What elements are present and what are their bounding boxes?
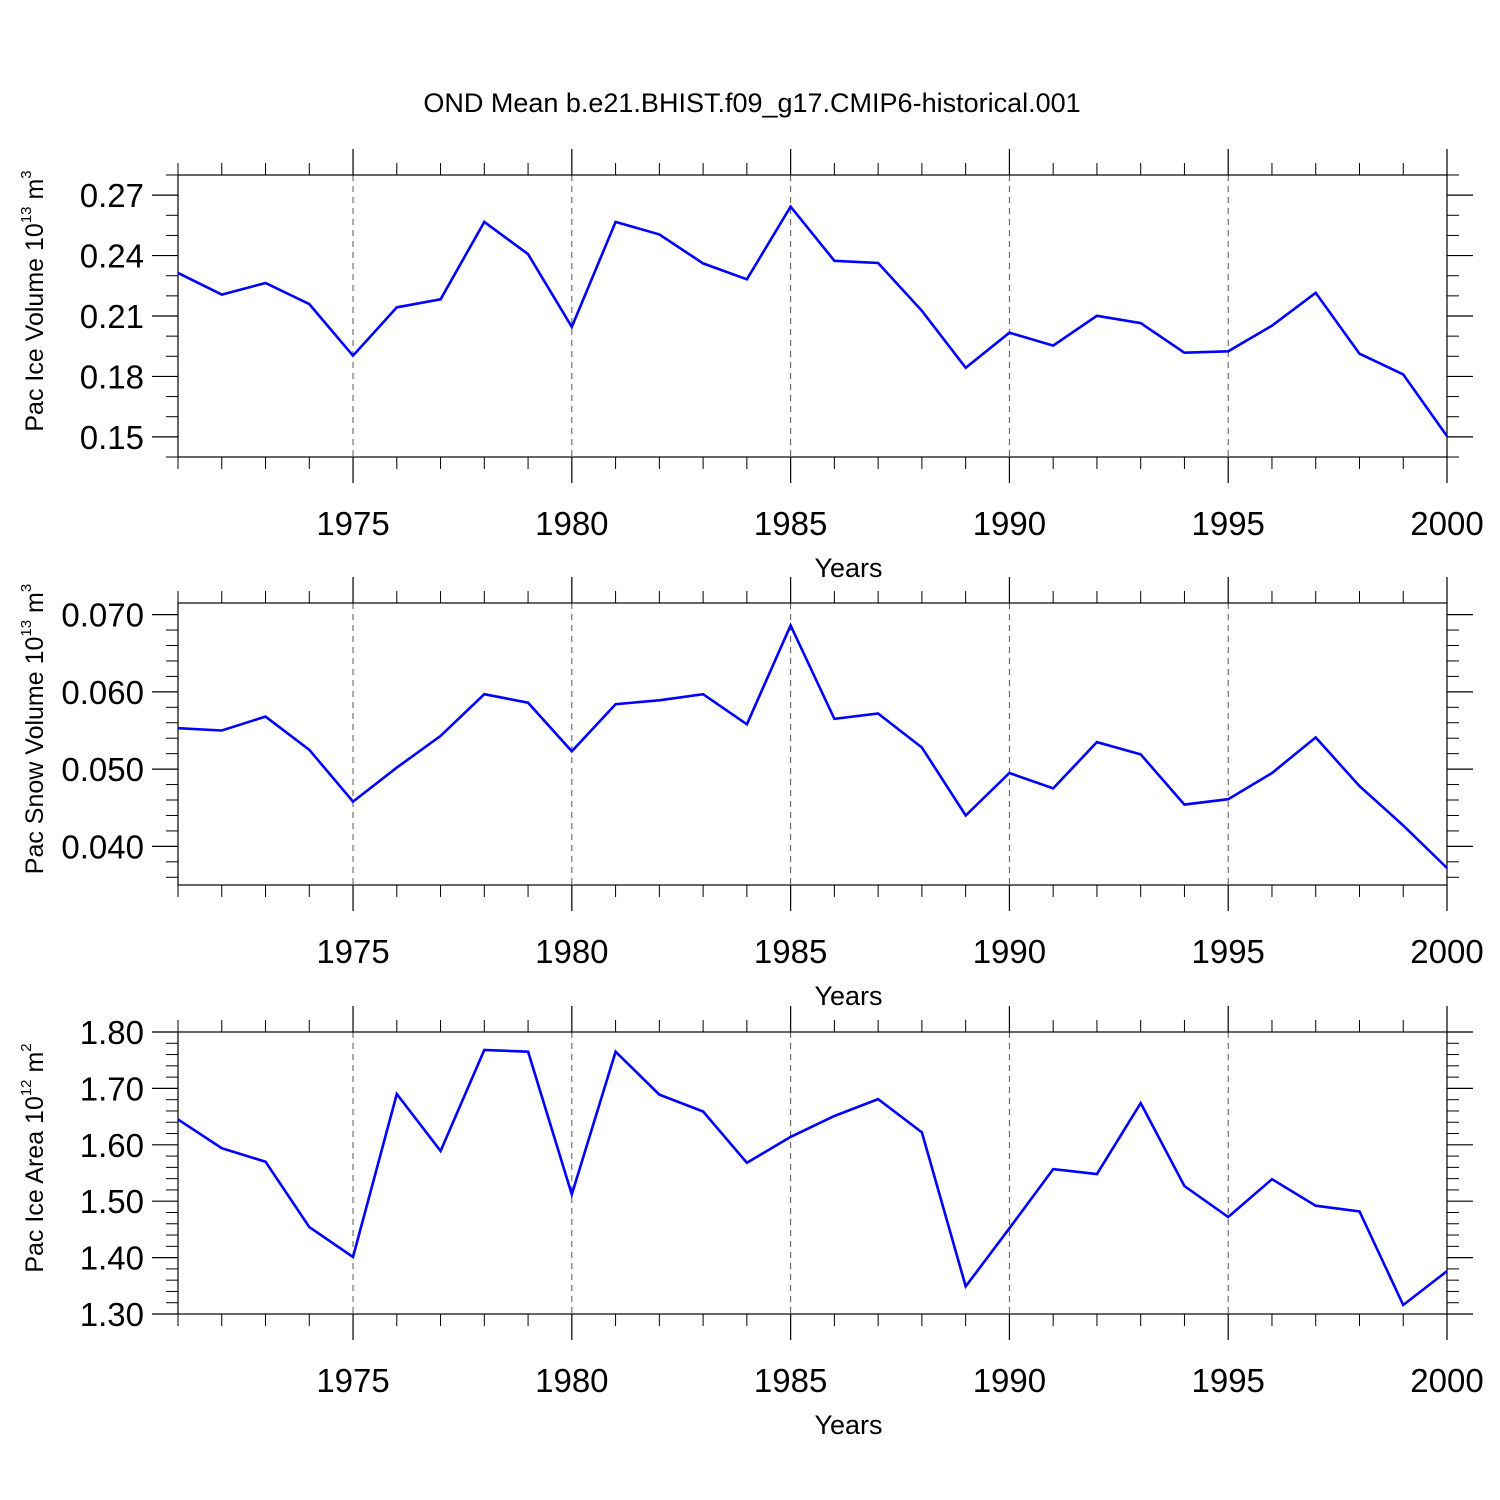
chart-title: OND Mean b.e21.BHIST.f09_g17.CMIP6-histo… — [423, 88, 1080, 118]
y-tick-label: 1.70 — [80, 1070, 144, 1107]
y-tick-label: 1.40 — [80, 1240, 144, 1277]
y-axis-label-ylabel-exp: 13 — [18, 206, 35, 223]
x-tick-label: 1985 — [754, 1362, 827, 1399]
x-tick-label: 2000 — [1410, 505, 1483, 542]
x-tick-label: 1990 — [973, 505, 1046, 542]
y-axis-label-ylabel-unit: m — [21, 1052, 49, 1080]
series-line-1 — [177, 1048, 1448, 1308]
x-axis-label: Years — [814, 553, 882, 583]
x-tick-label: 1975 — [316, 505, 389, 542]
x-tick-label: 2000 — [1410, 933, 1483, 970]
y-tick-label: 0.060 — [61, 674, 144, 711]
y-axis-label-ylabel-unit: m — [21, 592, 49, 620]
panel-3: 1975 1980 1985 1990 1995 2000 1.30 1.40 1.50 1.60… — [18, 1006, 1484, 1440]
y-tick-label: 0.15 — [80, 419, 144, 456]
y-tick-label: 0.21 — [80, 298, 144, 335]
y-axis-label-ylabel-main: Pac Ice Volume 10 — [21, 223, 49, 431]
x-tick-label: 1995 — [1191, 505, 1264, 542]
y-tick-label: 0.27 — [80, 177, 144, 214]
y-tick-label: 0.040 — [61, 828, 144, 865]
x-axis-label: Years — [814, 1410, 882, 1440]
plot-frame — [177, 174, 1448, 458]
x-tick-label: 1985 — [754, 933, 827, 970]
x-tick-label: 1980 — [535, 505, 608, 542]
x-tick-label: 1975 — [316, 933, 389, 970]
y-axis-label-ylabel-unit: m — [21, 179, 49, 207]
y-tick-label: 1.80 — [80, 1014, 144, 1051]
y-axis-label: Pac Snow Volume 1013 m3 — [18, 584, 49, 874]
x-tick-label: 1980 — [535, 1362, 608, 1399]
y-axis-label: Pac Ice Volume 1013 m3 — [18, 170, 49, 431]
panel-1: 1975 1980 1985 1990 1995 2000 0.15 0.18 0.21 0.24… — [18, 149, 1484, 583]
y-tick-label: 1.30 — [80, 1296, 144, 1333]
x-tick-label: 1990 — [973, 1362, 1046, 1399]
y-axis-label-ylabel-main: Pac Ice Area 10 — [21, 1096, 49, 1273]
plot-frame — [177, 1031, 1448, 1315]
x-tick-label: 1990 — [973, 933, 1046, 970]
y-axis-label-ylabel-unit-exp: 3 — [18, 584, 35, 592]
y-axis-label-ylabel-exp: 12 — [18, 1079, 35, 1096]
x-axis-label: Years — [814, 981, 882, 1011]
plot-frame — [177, 602, 1448, 886]
y-axis-label-ylabel-unit-exp: 2 — [18, 1043, 35, 1051]
y-tick-label: 1.60 — [80, 1127, 144, 1164]
x-tick-label: 1995 — [1191, 933, 1264, 970]
series-line-1 — [177, 622, 1448, 869]
y-tick-label: 0.18 — [80, 358, 144, 395]
y-tick-label: 0.24 — [80, 238, 144, 275]
x-tick-label: 1980 — [535, 933, 608, 970]
y-axis-label: Pac Ice Area 1012 m2 — [18, 1043, 49, 1272]
y-tick-label: 0.070 — [61, 597, 144, 634]
y-axis-label-ylabel-unit-exp: 3 — [18, 170, 35, 178]
y-axis-label-ylabel-exp: 13 — [18, 620, 35, 637]
x-tick-label: 1985 — [754, 505, 827, 542]
x-tick-label: 1975 — [316, 1362, 389, 1399]
panel-2: 1975 1980 1985 1990 1995 2000 0.040 0.050 0.060 0… — [18, 577, 1484, 1011]
series-line-1 — [177, 204, 1449, 437]
y-axis-label-ylabel-main: Pac Snow Volume 10 — [21, 637, 49, 875]
x-tick-label: 2000 — [1410, 1362, 1483, 1399]
y-tick-label: 0.050 — [61, 751, 144, 788]
y-tick-label: 1.50 — [80, 1183, 144, 1220]
x-tick-label: 1995 — [1191, 1362, 1264, 1399]
